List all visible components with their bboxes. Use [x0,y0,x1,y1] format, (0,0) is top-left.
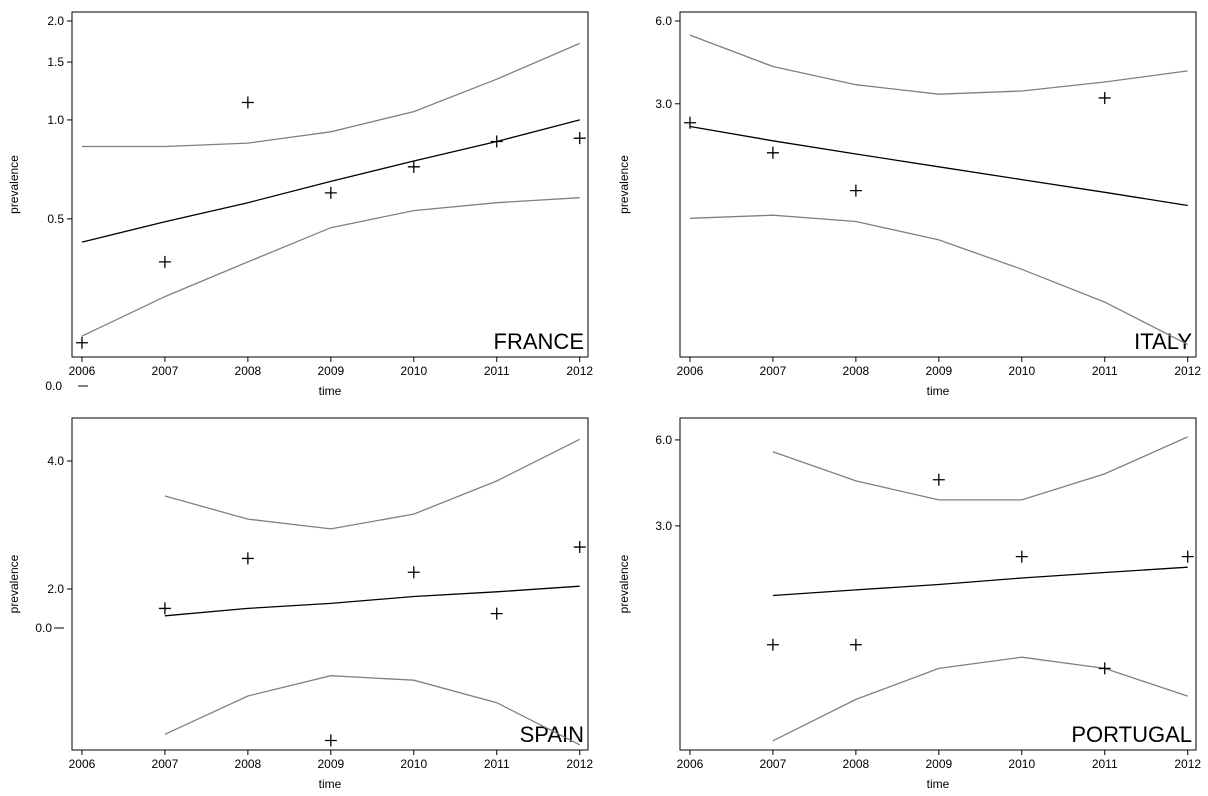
x-tick-label: 2012 [1174,364,1201,378]
x-tick-label: 2009 [317,757,344,771]
panel-title: PORTUGAL [1071,722,1192,747]
x-tick-label: 2006 [69,364,96,378]
x-tick-label: 2008 [235,757,262,771]
data-point [158,255,171,268]
y-tick-label: 3.0 [655,97,672,111]
annotation: 0.0 [35,621,52,635]
panel-title: ITALY [1134,329,1192,354]
data-point [241,552,254,565]
data-point [407,566,420,579]
series-line [81,197,580,337]
x-tick-label: 2008 [235,364,262,378]
x-tick-label: 2009 [925,757,952,771]
x-tick-label: 2007 [152,364,179,378]
series-line [164,438,580,530]
x-tick-label: 2010 [400,364,427,378]
x-tick-label: 2011 [484,364,510,378]
x-tick-label: 2007 [760,757,787,771]
y-axis-label: prevalence [7,155,21,214]
data-point [849,184,862,197]
y-axis-label: prevalence [617,155,631,214]
series-line [772,566,1188,597]
data-point [490,135,503,148]
series-line [689,34,1188,95]
x-tick-label: 2011 [484,757,510,771]
data-point [407,160,420,173]
y-tick-label: 0.5 [47,212,64,226]
data-point [1181,550,1194,563]
data-point [1098,91,1111,104]
y-tick-label: 1.0 [47,113,64,127]
x-axis-label: time [319,777,342,791]
x-tick-label: 2010 [1008,757,1035,771]
data-point [241,96,254,109]
data-point [766,638,779,651]
series-line [772,436,1188,501]
y-tick-label: 4.0 [47,454,64,468]
x-tick-label: 2011 [1092,757,1118,771]
data-point [324,186,337,199]
series-line [772,656,1188,742]
x-tick-label: 2012 [566,757,593,771]
plot-frame [71,11,589,358]
y-tick-label: 6.0 [655,14,672,28]
y-tick-label: 2.0 [47,14,64,28]
data-point [1015,550,1028,563]
series-line [81,119,580,243]
series-line [82,42,580,148]
y-axis-label: prevalence [617,554,631,613]
y-axis-label: prevalence [7,554,21,613]
x-tick-label: 2008 [843,757,870,771]
data-point [158,602,171,615]
panel-title: SPAIN [520,722,584,747]
x-tick-label: 2009 [317,364,344,378]
x-tick-label: 2009 [925,364,952,378]
x-axis-label: time [927,384,950,398]
data-point [324,734,337,747]
x-tick-label: 2008 [843,364,870,378]
x-tick-label: 2010 [400,757,427,771]
x-tick-label: 2010 [1008,364,1035,378]
x-tick-label: 2011 [1092,364,1118,378]
data-point [849,638,862,651]
data-point [573,132,586,145]
x-tick-label: 2007 [760,364,787,378]
x-tick-label: 2006 [677,757,704,771]
plot-frame [679,417,1197,751]
data-point [1098,662,1111,675]
plot-frame [71,417,589,751]
data-point [490,607,503,620]
x-axis-label: time [927,777,950,791]
series-line [689,214,1188,345]
y-tick-label: 6.0 [655,433,672,447]
x-tick-label: 2006 [677,364,704,378]
panel-title: FRANCE [494,329,584,354]
plot-frame [679,11,1197,358]
y-tick-label: 3.0 [655,519,672,533]
series-line [164,585,580,617]
x-tick-label: 2007 [152,757,179,771]
y-tick-label: 1.5 [47,55,64,69]
data-point [932,473,945,486]
annotation: 0.0 [45,379,62,393]
x-tick-label: 2006 [69,757,96,771]
data-point [75,336,88,349]
data-point [683,116,696,129]
x-tick-label: 2012 [566,364,593,378]
y-tick-label: 2.0 [47,582,64,596]
x-tick-label: 2012 [1174,757,1201,771]
data-point [573,541,586,554]
series-line [164,675,580,746]
series-line [689,125,1188,207]
x-axis-label: time [319,384,342,398]
data-point [766,146,779,159]
